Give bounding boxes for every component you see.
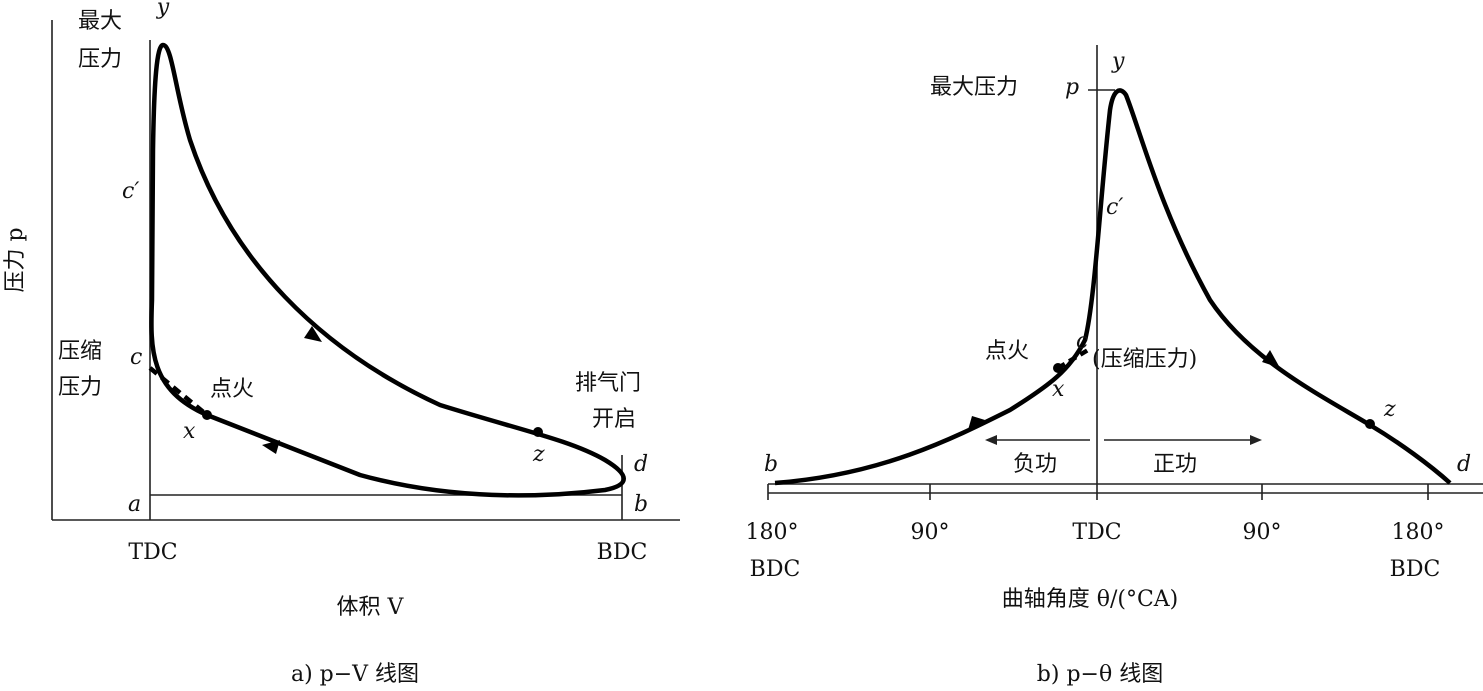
label: p [1065,75,1079,100]
label: (压缩压力) [1092,347,1197,372]
point-x [202,410,212,420]
tick-label: BDC [1390,557,1441,582]
tick-label: TDC [1072,520,1121,545]
dashed-compression [148,366,209,417]
dashed-compression [1056,348,1090,370]
y-axis-label: 压力 p [3,227,28,292]
label: b [634,492,648,517]
ticks [767,484,1429,500]
arrow-head [985,435,997,445]
ptheta-diagram: 最大压力 p y c′ 点火 c (压缩压力) x z b d 负功 正功 18… [746,45,1483,687]
label: b [764,452,778,477]
label: 排气门 [575,371,641,396]
label: 最大 [78,9,122,34]
label: y [156,0,170,20]
label: z [532,442,545,467]
label: x [183,419,196,444]
pv-diagram: y 最大 压力 c′ 压缩 压力 c 点火 x z 排气门 开启 d b a T… [3,0,680,687]
ptheta-curve [774,88,1452,486]
tick-label: 90° [911,520,950,545]
label: d [1457,452,1471,477]
x-axis-label: 曲轴角度 θ/(°CA) [1002,587,1179,612]
point-z [533,427,543,437]
label: 压缩 [58,339,102,364]
label: TDC [128,540,177,565]
tick-label: 90° [1243,520,1282,545]
label: z [1383,397,1396,422]
x-axis-label: 体积 V [337,595,405,620]
label: 开启 [592,407,636,432]
caption: b) p−θ 线图 [1037,662,1163,687]
label: c′ [122,179,139,204]
label: BDC [597,540,648,565]
label: 点火 [210,377,254,402]
label: 最大压力 [930,75,1018,100]
label: y [1111,49,1125,74]
tick-label: BDC [750,557,801,582]
label: x [1052,377,1065,402]
label: 压力 [78,47,122,72]
label: d [634,452,648,477]
arrow-head [1250,435,1262,445]
label: 点火 [985,339,1029,364]
arrow [262,440,280,454]
arrow [304,326,322,342]
label: 负功 [1013,452,1057,477]
label: c [1076,329,1088,354]
label: c′ [1106,195,1123,220]
arrow [968,416,985,430]
point-z [1365,419,1375,429]
label: a [128,492,141,517]
label: c [130,345,142,370]
arrow [1262,350,1280,368]
point-x [1053,363,1063,373]
tick-label: 180° [746,520,799,545]
label: 正功 [1153,452,1197,477]
pv-curve [149,42,626,498]
tick-label: 180° [1392,520,1445,545]
label: 压力 [58,375,102,400]
caption: a) p−V 线图 [291,662,419,687]
